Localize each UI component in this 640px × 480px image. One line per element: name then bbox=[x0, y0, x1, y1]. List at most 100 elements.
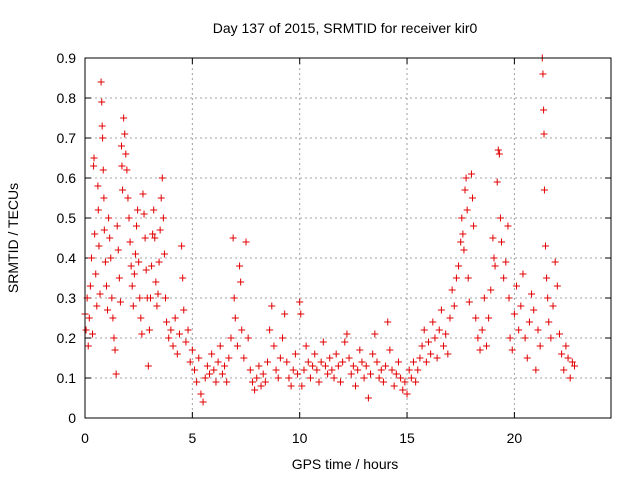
data-point bbox=[462, 174, 470, 182]
data-point bbox=[470, 222, 478, 230]
data-point bbox=[158, 174, 166, 182]
data-point bbox=[513, 282, 521, 290]
data-point bbox=[119, 186, 127, 194]
y-tick-label: 0.1 bbox=[57, 370, 77, 386]
data-point bbox=[482, 342, 490, 350]
data-point bbox=[108, 294, 116, 302]
data-point bbox=[555, 330, 563, 338]
data-point bbox=[102, 282, 110, 290]
data-point bbox=[326, 354, 334, 362]
y-tick-label: 0.5 bbox=[57, 210, 77, 226]
data-point bbox=[304, 358, 312, 366]
data-point bbox=[94, 182, 102, 190]
data-point bbox=[171, 314, 179, 322]
data-point bbox=[525, 318, 533, 326]
data-point bbox=[467, 170, 475, 178]
data-point bbox=[345, 354, 353, 362]
data-point bbox=[124, 194, 132, 202]
data-point bbox=[289, 366, 297, 374]
data-point bbox=[534, 326, 542, 334]
data-point bbox=[469, 194, 477, 202]
grid-lines bbox=[85, 58, 611, 418]
data-point bbox=[96, 290, 104, 298]
data-point bbox=[259, 370, 267, 378]
y-tick-label: 0.8 bbox=[57, 90, 77, 106]
data-point bbox=[141, 234, 149, 242]
data-point bbox=[148, 262, 156, 270]
data-point bbox=[131, 250, 139, 258]
data-point bbox=[429, 318, 437, 326]
data-point bbox=[474, 334, 482, 342]
data-point bbox=[300, 366, 308, 374]
data-point bbox=[138, 330, 146, 338]
data-point bbox=[371, 330, 379, 338]
data-point bbox=[369, 350, 377, 358]
x-tick-label: 20 bbox=[507, 430, 523, 446]
data-point bbox=[105, 214, 113, 222]
data-point bbox=[136, 294, 144, 302]
data-point bbox=[315, 378, 323, 386]
y-tick-label: 0.6 bbox=[57, 170, 77, 186]
data-point bbox=[184, 326, 192, 334]
data-point bbox=[422, 358, 430, 366]
data-point bbox=[457, 238, 465, 246]
data-point bbox=[223, 378, 231, 386]
data-point bbox=[121, 130, 129, 138]
data-point bbox=[130, 270, 138, 278]
data-point bbox=[266, 326, 274, 334]
plot-frame bbox=[84, 57, 612, 419]
data-point bbox=[98, 122, 106, 130]
data-point bbox=[237, 278, 245, 286]
x-tick-label: 0 bbox=[81, 430, 89, 446]
data-point bbox=[230, 294, 238, 302]
data-point bbox=[508, 346, 516, 354]
data-point bbox=[238, 326, 246, 334]
data-point bbox=[444, 350, 452, 358]
data-point bbox=[403, 390, 411, 398]
data-point bbox=[358, 358, 366, 366]
data-point bbox=[257, 382, 265, 390]
data-point bbox=[251, 386, 259, 394]
data-point bbox=[386, 346, 394, 354]
data-point bbox=[144, 362, 152, 370]
data-point bbox=[311, 350, 319, 358]
data-point bbox=[160, 250, 168, 258]
data-point bbox=[188, 346, 196, 354]
data-point bbox=[465, 298, 473, 306]
data-point bbox=[493, 178, 501, 186]
data-point bbox=[476, 346, 484, 354]
data-point bbox=[435, 326, 443, 334]
data-point bbox=[137, 314, 145, 322]
data-point bbox=[336, 378, 344, 386]
data-point bbox=[122, 150, 130, 158]
x-axis-label: GPS time / hours bbox=[292, 456, 399, 472]
y-axis-label: SRMTID / TECUs bbox=[5, 183, 21, 293]
data-point bbox=[360, 374, 368, 382]
data-point bbox=[129, 302, 137, 310]
data-point bbox=[150, 206, 158, 214]
data-point bbox=[455, 262, 463, 270]
data-point bbox=[201, 374, 209, 382]
data-point bbox=[104, 306, 112, 314]
data-point bbox=[377, 366, 385, 374]
data-point bbox=[163, 318, 171, 326]
data-point bbox=[448, 286, 456, 294]
data-point bbox=[319, 338, 327, 346]
data-point bbox=[543, 274, 551, 282]
data-point bbox=[459, 230, 467, 238]
chart-title: Day 137 of 2015, SRMTID for receiver kir… bbox=[213, 20, 478, 36]
data-point bbox=[418, 342, 426, 350]
x-tick-label: 15 bbox=[399, 430, 415, 446]
data-point bbox=[182, 338, 190, 346]
data-point bbox=[375, 374, 383, 382]
data-point bbox=[324, 370, 332, 378]
data-point bbox=[270, 342, 278, 350]
data-point bbox=[279, 334, 287, 342]
data-point bbox=[506, 334, 514, 342]
data-point bbox=[478, 326, 486, 334]
data-point bbox=[540, 130, 548, 138]
data-point bbox=[101, 258, 109, 266]
data-point bbox=[553, 282, 561, 290]
data-point bbox=[437, 306, 445, 314]
